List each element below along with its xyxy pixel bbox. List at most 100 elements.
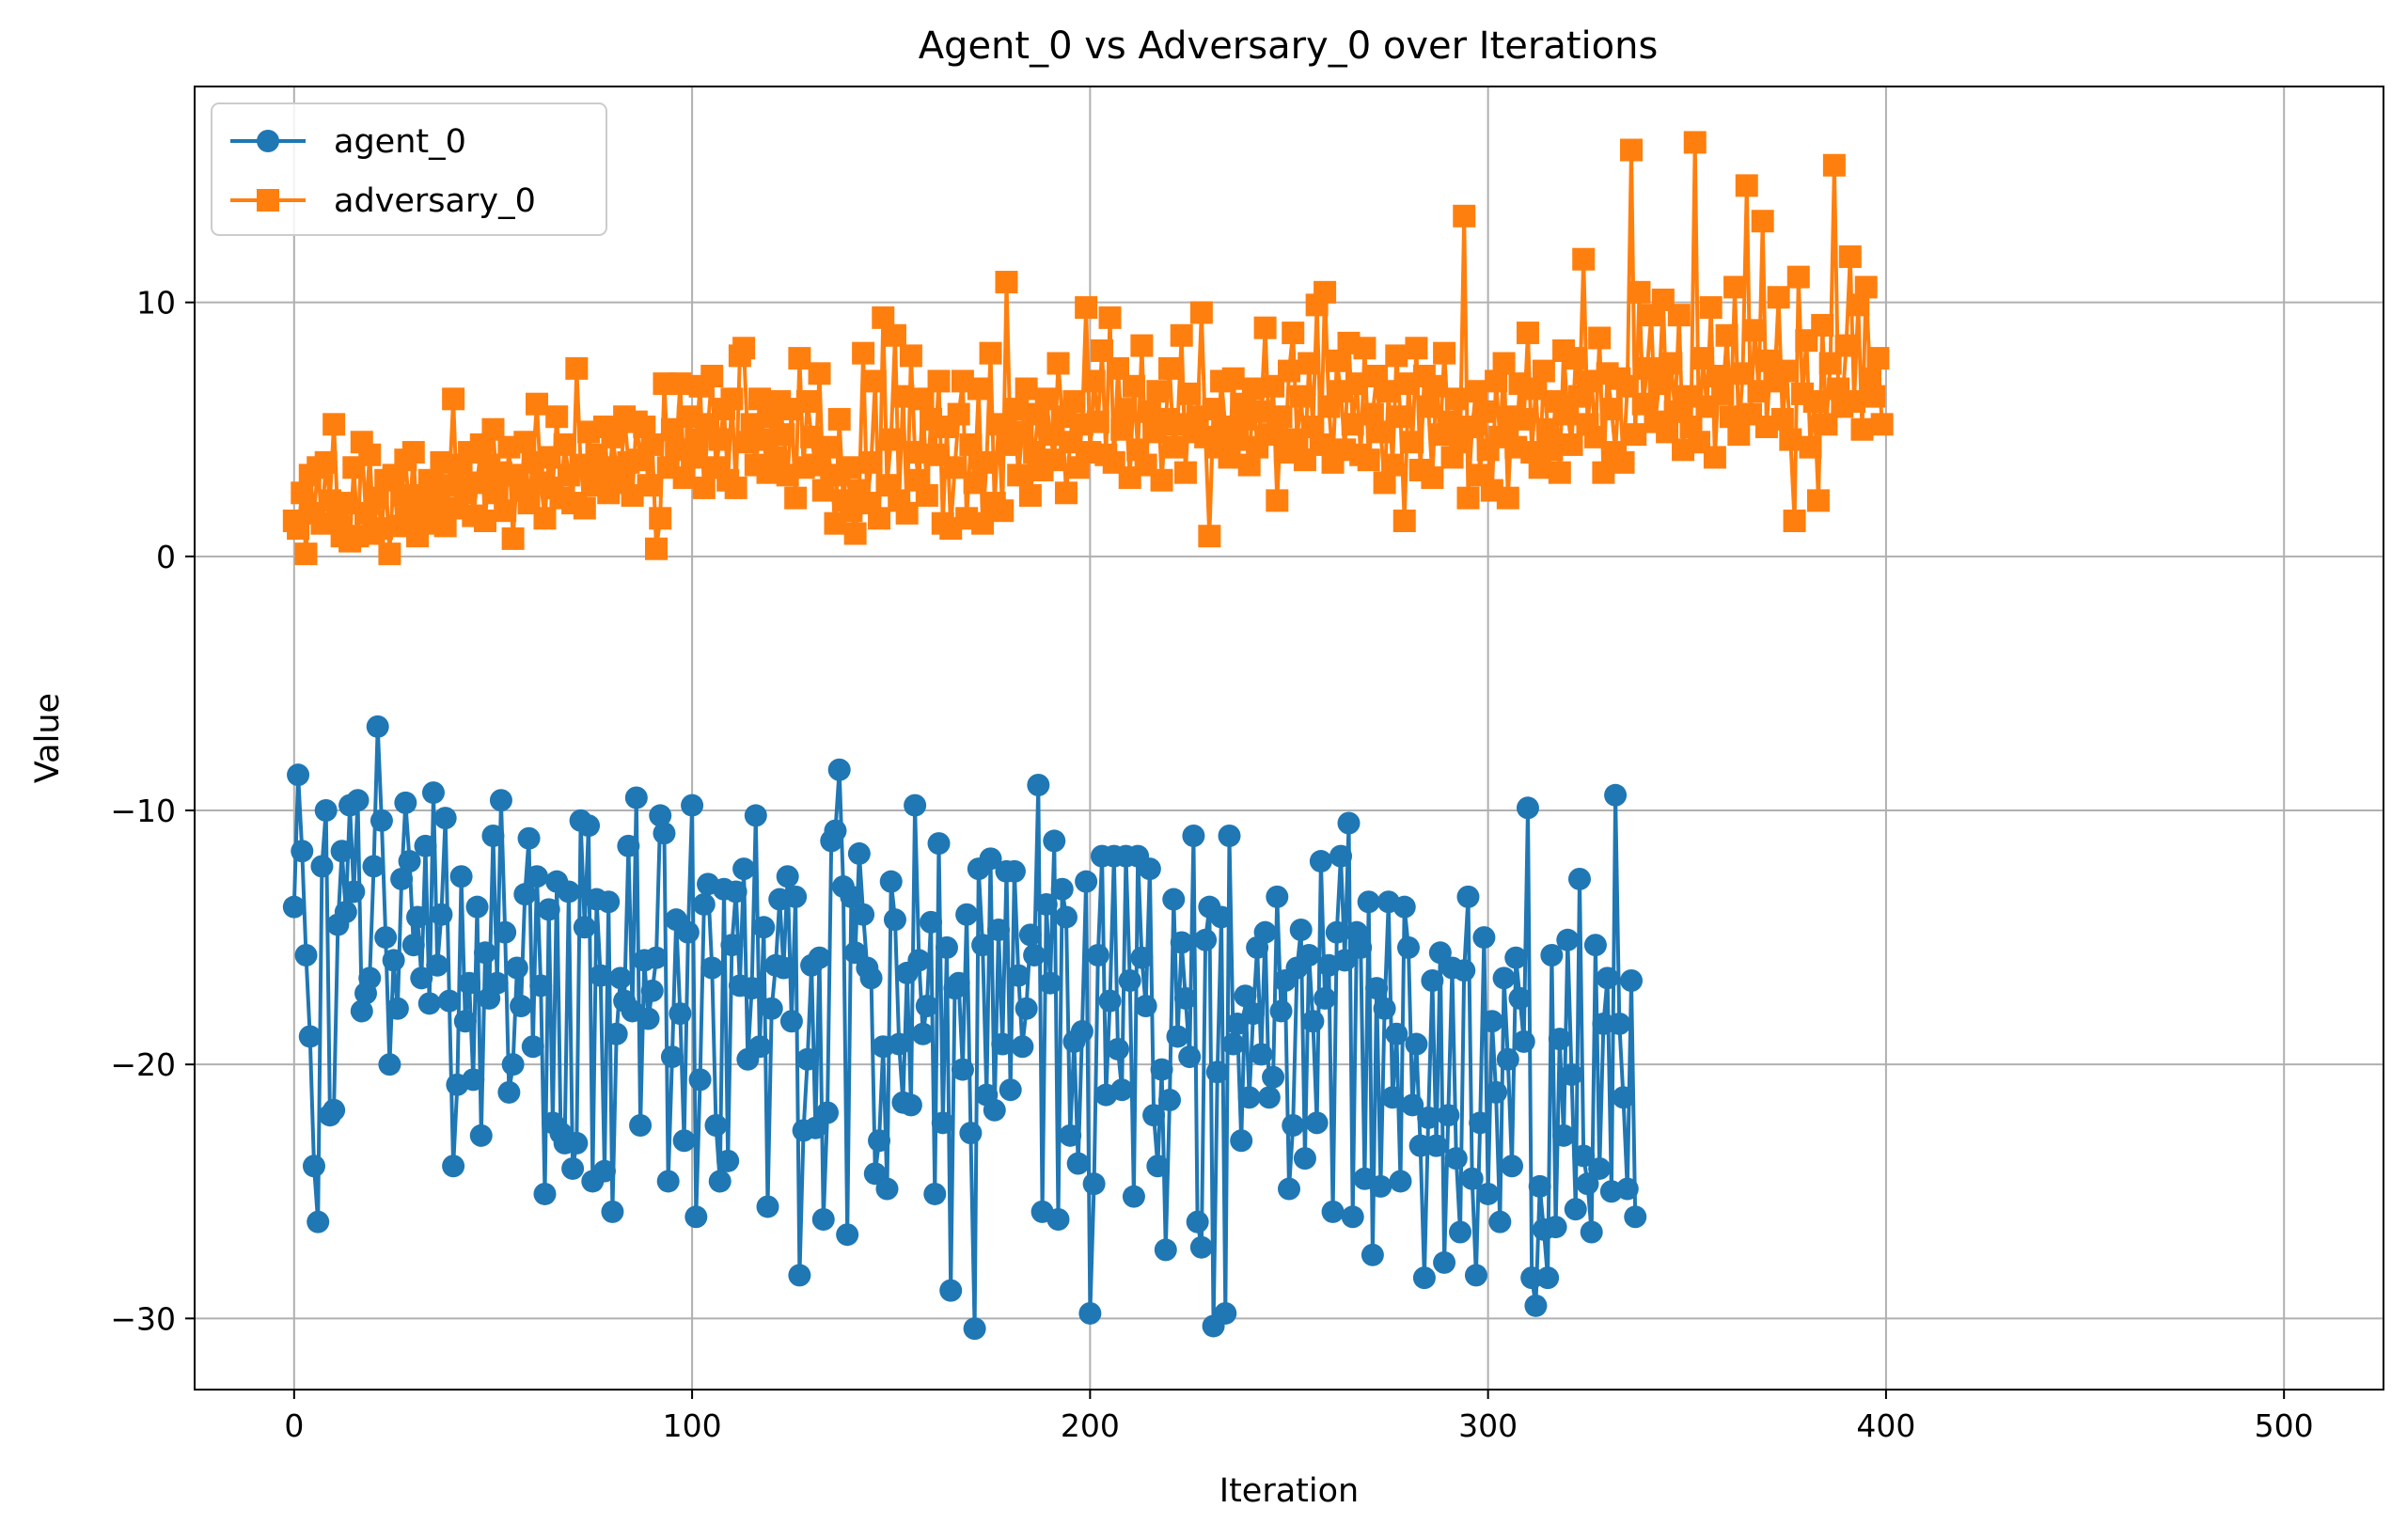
point-agent_0-233: [1210, 905, 1234, 929]
point-agent_0-280: [1396, 935, 1420, 959]
point-adversary_0-24: [378, 542, 401, 566]
point-agent_0-272: [1365, 977, 1389, 1000]
point-agent_0-17: [350, 999, 373, 1023]
x-tick-label-3: 300: [1458, 1407, 1518, 1444]
point-agent_0-10: [323, 1098, 346, 1122]
y-tick-label-4: 10: [136, 285, 176, 322]
point-agent_0-214: [1134, 995, 1157, 1018]
point-adversary_0-381: [1799, 435, 1822, 459]
point-agent_0-103: [692, 892, 716, 916]
point-agent_0-137: [827, 758, 851, 781]
point-agent_0-21: [366, 715, 389, 738]
x-tick-label-4: 400: [1856, 1407, 1915, 1444]
point-adversary_0-166: [943, 456, 967, 479]
point-adversary_0-392: [1843, 390, 1866, 414]
point-adversary_0-267: [1345, 372, 1368, 396]
point-agent_0-286: [1421, 969, 1444, 993]
point-agent_0-170: [959, 1122, 983, 1145]
point-agent_0-59: [517, 826, 541, 850]
point-agent_0-189: [1034, 892, 1058, 916]
point-agent_0-79: [597, 890, 621, 914]
point-agent_0-208: [1110, 1078, 1134, 1102]
point-adversary_0-181: [1002, 398, 1026, 421]
point-agent_0-243: [1250, 1043, 1273, 1066]
point-agent_0-293: [1449, 1220, 1472, 1244]
point-agent_0-89: [637, 1007, 660, 1030]
point-agent_0-236: [1221, 1032, 1245, 1056]
point-agent_0-161: [923, 1182, 947, 1205]
point-agent_0-283: [1408, 1134, 1432, 1157]
point-agent_0-337: [1624, 1205, 1647, 1229]
point-agent_0-215: [1138, 857, 1161, 881]
point-agent_0-36: [426, 953, 449, 977]
point-adversary_0-310: [1516, 322, 1539, 345]
point-adversary_0-146: [863, 369, 887, 393]
point-agent_0-229: [1194, 928, 1218, 951]
point-agent_0-336: [1620, 969, 1644, 993]
point-agent_0-254: [1293, 1147, 1316, 1171]
point-adversary_0-150: [879, 428, 903, 451]
point-adversary_0-92: [649, 507, 672, 530]
point-agent_0-60: [521, 1035, 544, 1059]
y-tick-label-1: −20: [110, 1046, 176, 1083]
point-agent_0-159: [915, 995, 938, 1018]
legend-entry-adversary_0: adversary_0: [230, 182, 536, 220]
point-adversary_0-99: [676, 405, 700, 429]
point-agent_0-118: [752, 916, 776, 939]
point-agent_0-34: [417, 992, 441, 1015]
point-adversary_0-178: [991, 499, 1015, 523]
point-agent_0-218: [1150, 1058, 1173, 1081]
point-adversary_0-223: [1170, 323, 1193, 347]
point-agent_0-50: [481, 825, 505, 848]
point-adversary_0-175: [979, 341, 1002, 365]
point-agent_0-64: [537, 898, 560, 921]
point-agent_0-20: [362, 855, 385, 878]
point-adversary_0-90: [640, 432, 664, 456]
point-agent_0-296: [1460, 1167, 1484, 1190]
point-adversary_0-266: [1341, 413, 1364, 436]
point-agent_0-183: [1011, 1035, 1034, 1059]
point-agent_0-51: [485, 971, 509, 995]
point-adversary_0-141: [843, 522, 867, 545]
point-adversary_0-224: [1173, 461, 1197, 484]
point-agent_0-157: [907, 949, 931, 972]
point-agent_0-86: [624, 786, 648, 809]
point-adversary_0-237: [1225, 428, 1249, 451]
x-tick-label-1: 100: [663, 1407, 722, 1444]
point-adversary_0-171: [963, 471, 986, 495]
point-adversary_0-277: [1385, 344, 1408, 368]
point-adversary_0-155: [899, 344, 922, 368]
point-adversary_0-89: [637, 474, 660, 497]
point-agent_0-263: [1329, 844, 1353, 868]
point-agent_0-142: [847, 841, 871, 865]
legend-marker-agent_0: [257, 130, 279, 152]
point-agent_0-8: [314, 799, 338, 822]
point-agent_0-178: [991, 1032, 1015, 1056]
point-agent_0-101: [684, 1205, 708, 1229]
legend-marker-adversary_0: [257, 189, 279, 212]
point-agent_0-81: [605, 1022, 628, 1045]
point-adversary_0-192: [1046, 352, 1070, 375]
point-adversary_0-213: [1130, 334, 1154, 357]
point-adversary_0-201: [1082, 369, 1106, 393]
point-agent_0-13: [334, 901, 357, 924]
point-adversary_0-382: [1802, 390, 1826, 414]
point-agent_0-298: [1469, 1111, 1492, 1135]
point-adversary_0-391: [1838, 245, 1862, 269]
point-adversary_0-395: [1854, 275, 1878, 299]
point-adversary_0-334: [1612, 450, 1635, 474]
point-adversary_0-221: [1162, 435, 1186, 459]
point-agent_0-277: [1385, 1022, 1408, 1045]
point-adversary_0-3: [294, 542, 318, 566]
point-agent_0-38: [433, 807, 457, 830]
point-adversary_0-390: [1834, 334, 1858, 357]
point-adversary_0-289: [1433, 341, 1456, 365]
point-adversary_0-329: [1592, 461, 1615, 484]
point-agent_0-244: [1253, 920, 1277, 944]
point-agent_0-110: [720, 934, 744, 957]
point-agent_0-190: [1039, 971, 1062, 995]
point-adversary_0-337: [1624, 423, 1647, 447]
point-agent_0-30: [401, 934, 425, 957]
point-agent_0-136: [824, 819, 847, 842]
